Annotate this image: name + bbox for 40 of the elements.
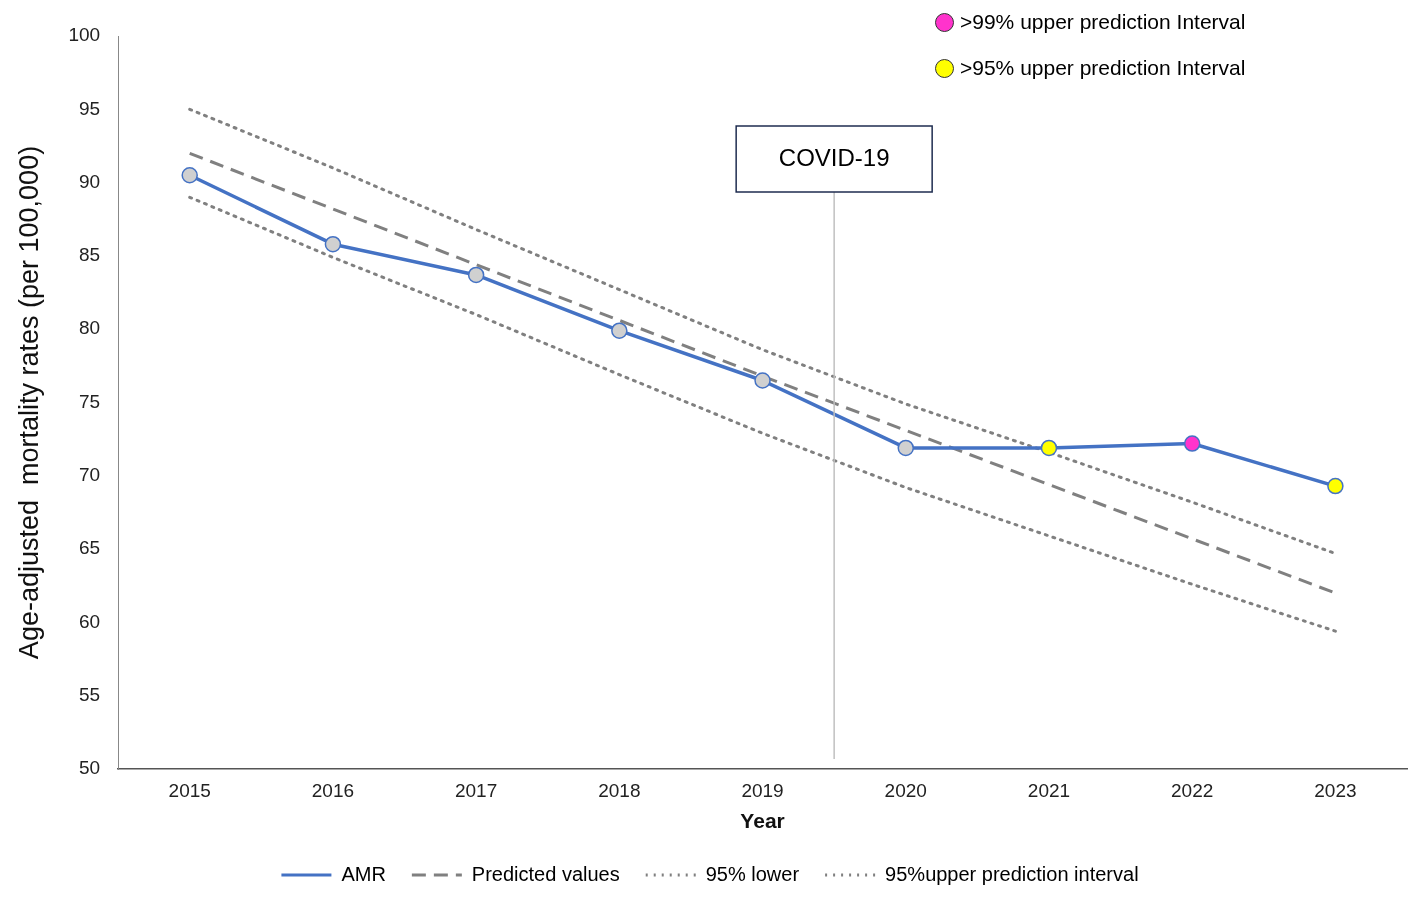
point xyxy=(754,372,771,389)
x-tick-label: 2018 xyxy=(598,779,641,801)
y-tick-label: 95 xyxy=(78,97,101,119)
line-series xyxy=(188,107,1337,555)
point xyxy=(1040,439,1058,457)
ref-line-label: COVID-19 xyxy=(778,143,890,171)
point xyxy=(181,167,198,184)
x-tick-label: 2016 xyxy=(311,779,355,801)
x-tick-label: 2020 xyxy=(884,779,927,801)
point xyxy=(1327,477,1344,495)
text: >99% upper prediction Interval xyxy=(960,10,1246,34)
line-series xyxy=(188,195,1337,633)
y-axis-title: Age-adjusted mortality rates (per 100,000) xyxy=(13,145,44,660)
x-tick-label: 2017 xyxy=(454,779,498,801)
legend-label: AMR xyxy=(341,862,386,885)
y-tick-label: 100 xyxy=(68,24,101,46)
annotation: >95% upper prediction Interval xyxy=(960,56,1246,80)
point xyxy=(897,439,915,457)
point xyxy=(611,322,628,339)
y-tick-label: 85 xyxy=(78,244,101,266)
y-tick-label: 80 xyxy=(78,317,101,339)
point xyxy=(324,235,342,253)
y-tick-label: 70 xyxy=(78,464,101,486)
x-tick-label: 2022 xyxy=(1171,779,1214,801)
y-tick-label: 75 xyxy=(78,390,101,412)
x-tick-label: 2015 xyxy=(168,779,211,801)
y-tick-label: 50 xyxy=(78,757,101,779)
point xyxy=(467,266,485,284)
legend-label: Predicted values xyxy=(471,862,620,885)
x-axis-title: Year xyxy=(740,809,785,833)
y-tick-label: 90 xyxy=(78,170,101,192)
y-tick-label: 55 xyxy=(78,683,101,705)
y-tick-label: 60 xyxy=(78,610,101,632)
legend-label: 95%upper prediction interval xyxy=(885,862,1139,885)
legend-label: 95% lower xyxy=(705,862,800,885)
x-tick-label: 2023 xyxy=(1314,779,1357,801)
x-tick-label: 2021 xyxy=(1027,779,1071,801)
point xyxy=(1183,435,1201,452)
y-tick-label: 65 xyxy=(78,537,101,559)
x-tick-label: 2019 xyxy=(741,779,784,801)
